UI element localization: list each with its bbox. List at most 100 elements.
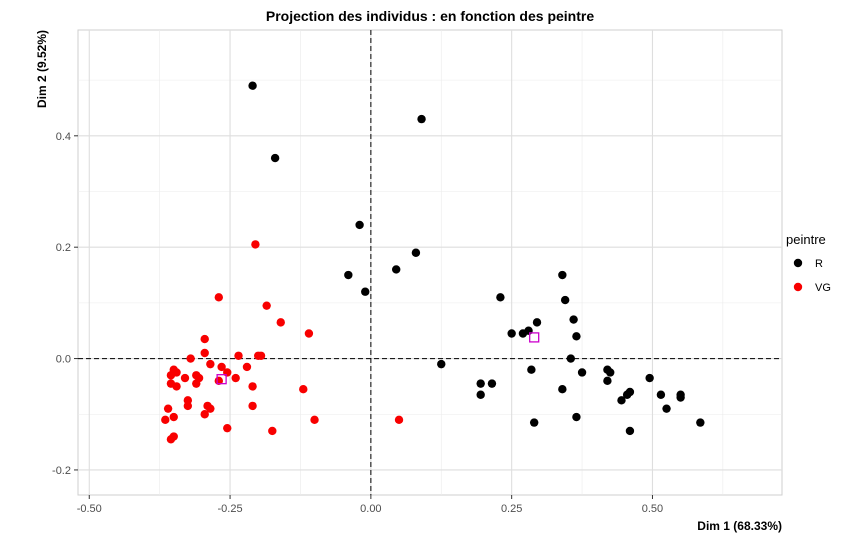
point-r — [572, 332, 581, 341]
point-r — [676, 393, 685, 402]
point-vg — [169, 412, 178, 422]
x-axis-label: Dim 1 (68.33%) — [697, 519, 782, 533]
legend-key-vg — [793, 282, 803, 292]
point-r — [248, 81, 257, 90]
point-r — [417, 114, 426, 124]
point-vg — [223, 368, 232, 377]
point-r — [696, 418, 705, 427]
point-vg — [163, 404, 173, 413]
panel-border — [77, 29, 783, 496]
grid-lines — [78, 30, 782, 495]
point-vg — [234, 351, 243, 360]
point-r — [270, 153, 280, 163]
plot-panel — [77, 29, 783, 496]
point-r — [625, 426, 635, 436]
x-tick-label: 0.25 — [501, 503, 522, 515]
point-r — [569, 315, 578, 324]
point-vg — [214, 293, 223, 302]
x-tick-label: 0.50 — [642, 503, 663, 515]
point-r — [656, 390, 666, 399]
chart-title: Projection des individus : en fonction d… — [266, 8, 594, 24]
point-vg — [200, 334, 209, 344]
point-r — [507, 329, 516, 338]
point-r — [361, 287, 370, 296]
point-vg — [183, 401, 193, 411]
point-vg — [206, 404, 215, 413]
point-vg — [200, 410, 209, 419]
point-r — [496, 293, 505, 302]
point-r — [476, 390, 485, 399]
point-r — [529, 418, 539, 427]
point-r — [392, 265, 401, 274]
x-tick-label: -0.50 — [77, 503, 102, 515]
point-r — [518, 329, 528, 338]
point-r — [532, 318, 542, 327]
point-r — [437, 359, 446, 369]
point-r — [572, 412, 581, 422]
y-axis-ticks: -0.2 0.0 0.2 0.4 — [52, 131, 78, 477]
point-r — [355, 220, 364, 230]
centroid-vg — [216, 374, 227, 385]
point-vg — [180, 373, 190, 383]
legend-label-r: R — [815, 258, 823, 270]
point-vg — [248, 401, 257, 411]
point-r — [476, 379, 485, 388]
point-r — [577, 368, 587, 377]
y-tick-label: 0.2 — [56, 242, 71, 254]
y-tick-label: 0.4 — [56, 131, 71, 143]
point-r — [622, 390, 632, 399]
point-vg — [172, 382, 181, 391]
x-tick-label: -0.25 — [218, 503, 243, 515]
point-vg — [251, 240, 260, 249]
point-vg — [394, 415, 404, 425]
point-r — [558, 384, 567, 394]
point-r — [606, 368, 615, 377]
point-r — [411, 248, 421, 257]
y-tick-label: 0.0 — [56, 354, 71, 366]
point-vg — [268, 426, 277, 436]
point-vg — [299, 384, 308, 394]
point-r — [645, 373, 654, 383]
reference-lines — [78, 30, 782, 495]
legend-title: peintre — [786, 232, 826, 247]
legend: peintre R VG — [786, 232, 831, 294]
point-r — [603, 376, 612, 386]
group-centroids — [216, 332, 540, 385]
x-axis-ticks: -0.50 -0.25 0.00 0.25 0.50 — [77, 495, 663, 515]
point-vg — [206, 359, 215, 369]
point-vg — [200, 348, 209, 358]
point-vg — [310, 415, 319, 425]
point-vg — [161, 415, 170, 425]
point-vg — [166, 371, 176, 380]
point-vg — [186, 354, 195, 363]
point-r — [487, 379, 497, 388]
point-vg — [262, 301, 271, 310]
point-r — [527, 365, 536, 374]
point-r — [558, 270, 567, 280]
point-vg — [276, 318, 285, 327]
point-vg — [248, 382, 257, 391]
point-r — [662, 404, 671, 413]
point-r — [617, 396, 626, 405]
point-r — [566, 354, 575, 363]
point-vg — [242, 362, 252, 372]
point-r — [344, 270, 353, 280]
x-tick-label: 0.00 — [360, 503, 381, 515]
point-vg — [231, 373, 240, 383]
point-vg — [256, 351, 266, 360]
point-r — [560, 295, 570, 305]
point-vg — [304, 329, 314, 338]
point-vg — [217, 362, 226, 372]
legend-key-r — [793, 258, 803, 268]
y-tick-label: -0.2 — [52, 465, 71, 477]
centroid-r — [529, 332, 540, 343]
point-vg — [223, 423, 232, 433]
data-points — [161, 81, 705, 444]
point-vg — [166, 435, 176, 444]
legend-label-vg: VG — [815, 282, 831, 294]
point-vg — [192, 371, 201, 380]
point-vg — [192, 379, 201, 388]
panel-background — [78, 30, 782, 495]
y-axis-label: Dim 2 (9.52%) — [35, 30, 49, 108]
